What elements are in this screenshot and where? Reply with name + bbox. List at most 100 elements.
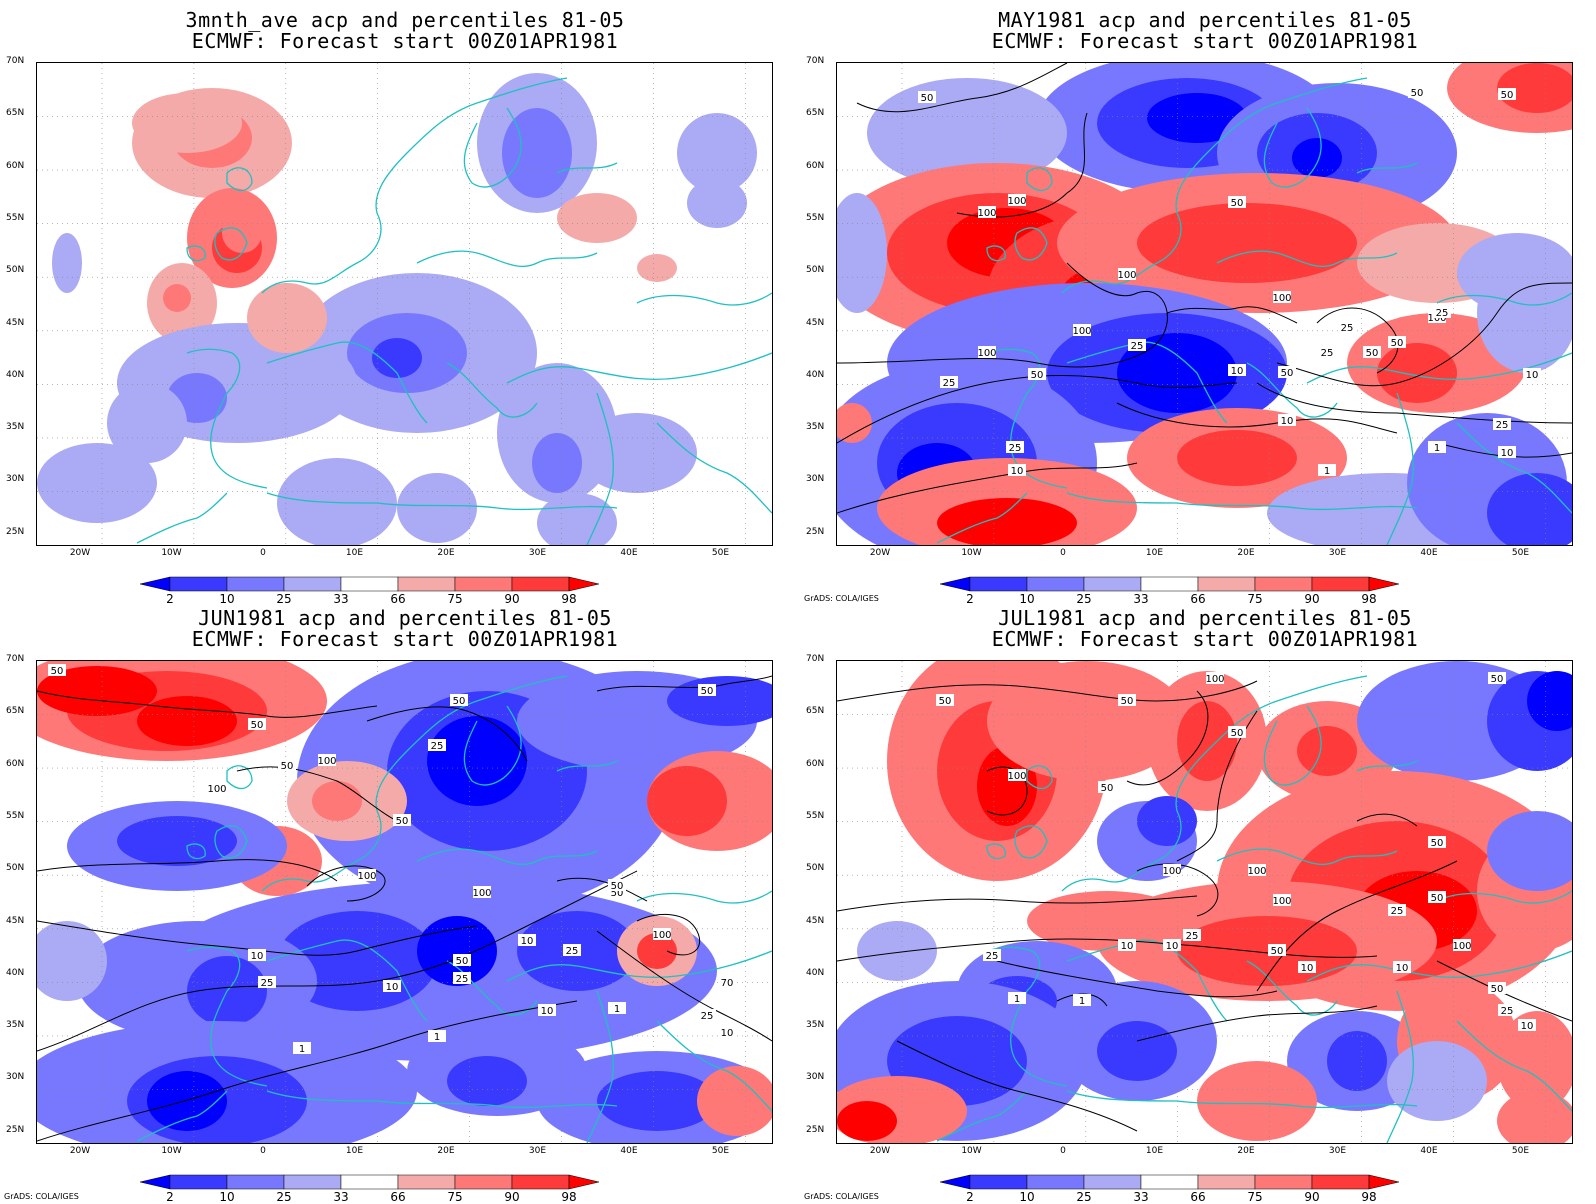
coastline-segment [1306,352,1572,384]
contour-label-bg [1118,939,1136,951]
coastline-segment [463,705,522,786]
contour-label-bg [278,759,296,771]
lat-tick-label: 40N [806,369,825,380]
contour-label: 50 [1431,893,1444,904]
contour-label-bg [1128,339,1146,351]
colorbar-label: 10 [219,592,235,606]
percentile-area [837,193,887,313]
contour-label: 50 [1431,838,1444,849]
contour-label: 100 [652,930,671,941]
contour-label: 10 [1231,366,1244,377]
panel-title-line2: ECMWF: Forecast start 00Z01APR1981 [191,627,619,651]
coastline-segment [656,422,772,514]
contour-label-bg [718,976,736,988]
contour-label-bg [1006,441,1024,453]
lon-tick-label: 10E [345,548,364,558]
contour-label: 10 [1281,416,1294,427]
contour-label-bg [1008,769,1026,781]
colorbar-segment [283,1174,342,1190]
colorbar-label: 90 [504,592,520,606]
coastline-segment [1216,250,1398,267]
lon-tick-label: 40E [620,548,638,558]
lon-tick-label: 20E [1237,1146,1255,1156]
colorbar-arrow-left [140,576,171,592]
coastline-segment [656,1020,772,1112]
contour-line [37,1000,578,1142]
contour-label-bg [1428,891,1446,903]
lon-tick-label: 20W [869,1146,891,1156]
colorbar-segment [397,576,456,592]
percentile-area [137,696,237,746]
contour-label: 25 [1436,308,1449,319]
contour-label: 25 [701,1011,714,1022]
coastline-segment [136,492,228,544]
contour-label: 100 [977,208,996,219]
contour-label: 25 [1341,323,1354,334]
percentile-area [677,113,757,193]
contour-label-bg [428,1030,446,1042]
contour-line [837,262,1168,368]
percentile-area [277,458,397,545]
percentile-area [597,1071,717,1131]
lon-tick-label: 10W [161,1146,182,1156]
colorbar-segment [1026,576,1085,592]
coastline-segment [261,77,568,294]
coastline-segment [1246,960,1338,1016]
colorbar-label: 25 [276,1190,292,1204]
contour-label-bg [718,1026,736,1038]
contour-label: 1 [1324,466,1330,477]
contour-label: 50 [611,881,624,892]
lat-tick-label: 25N [6,526,25,537]
lon-tick-label: 30E [528,548,547,558]
contour-label: 50 [1281,368,1294,379]
contour-label-bg [653,928,671,940]
percentile-area [837,1101,897,1141]
panel-title-line1: MAY1981 acp and percentiles 81-05 [998,8,1412,32]
contour-label: 10 [721,1028,734,1039]
panel-title-line1: JUL1981 acp and percentiles 81-05 [998,606,1412,630]
coastline-segment [1456,1020,1572,1112]
coastline-segment [214,227,248,261]
lon-tick-label: 20W [69,548,91,558]
coastline-segment [266,341,428,424]
colorbar-label: 75 [447,1190,463,1204]
contour-label: 100 [357,871,376,882]
contour-label-bg [978,206,996,218]
contour-label-bg [383,980,401,992]
percentile-area [1497,1011,1572,1111]
percentile-area [1177,430,1297,486]
coastline-segment [186,245,206,262]
lon-tick-label: 40E [1420,548,1438,558]
colorbar-segment [1197,576,1256,592]
lat-tick-label: 65N [6,706,25,717]
colorbar-segment [1254,576,1313,592]
contour-label: 1 [1434,443,1440,454]
percentile-area [837,403,872,443]
contour-label-bg [1273,291,1291,303]
contour-label: 25 [1321,348,1334,359]
contour-label-bg [698,1009,716,1021]
percentile-shading [837,63,1572,545]
contour-label: 50 [396,816,409,827]
contour-label: 25 [456,974,469,985]
percentile-area [987,661,1187,781]
colorbar [940,1174,1400,1190]
contour-line [1116,402,1398,434]
colorbar-label: 2 [166,592,174,606]
coastline-segment [1456,422,1572,514]
lat-tick-label: 60N [6,160,25,171]
contour-label-bg [1408,86,1426,98]
contour-label-bg [1118,694,1136,706]
contour-line [636,913,701,956]
coastline-segment [1263,107,1322,188]
contour-label-bg [473,886,491,898]
map-plot-area [36,62,773,546]
percentile-area [37,666,157,716]
lat-tick-label: 45N [806,317,825,328]
contour-lines [37,675,772,1142]
contour-line [1166,306,1298,324]
contour-label: 10 [386,982,399,993]
lat-tick-label: 40N [806,967,825,978]
coastline-segment [636,890,772,904]
contour-label-bg [1318,464,1336,476]
